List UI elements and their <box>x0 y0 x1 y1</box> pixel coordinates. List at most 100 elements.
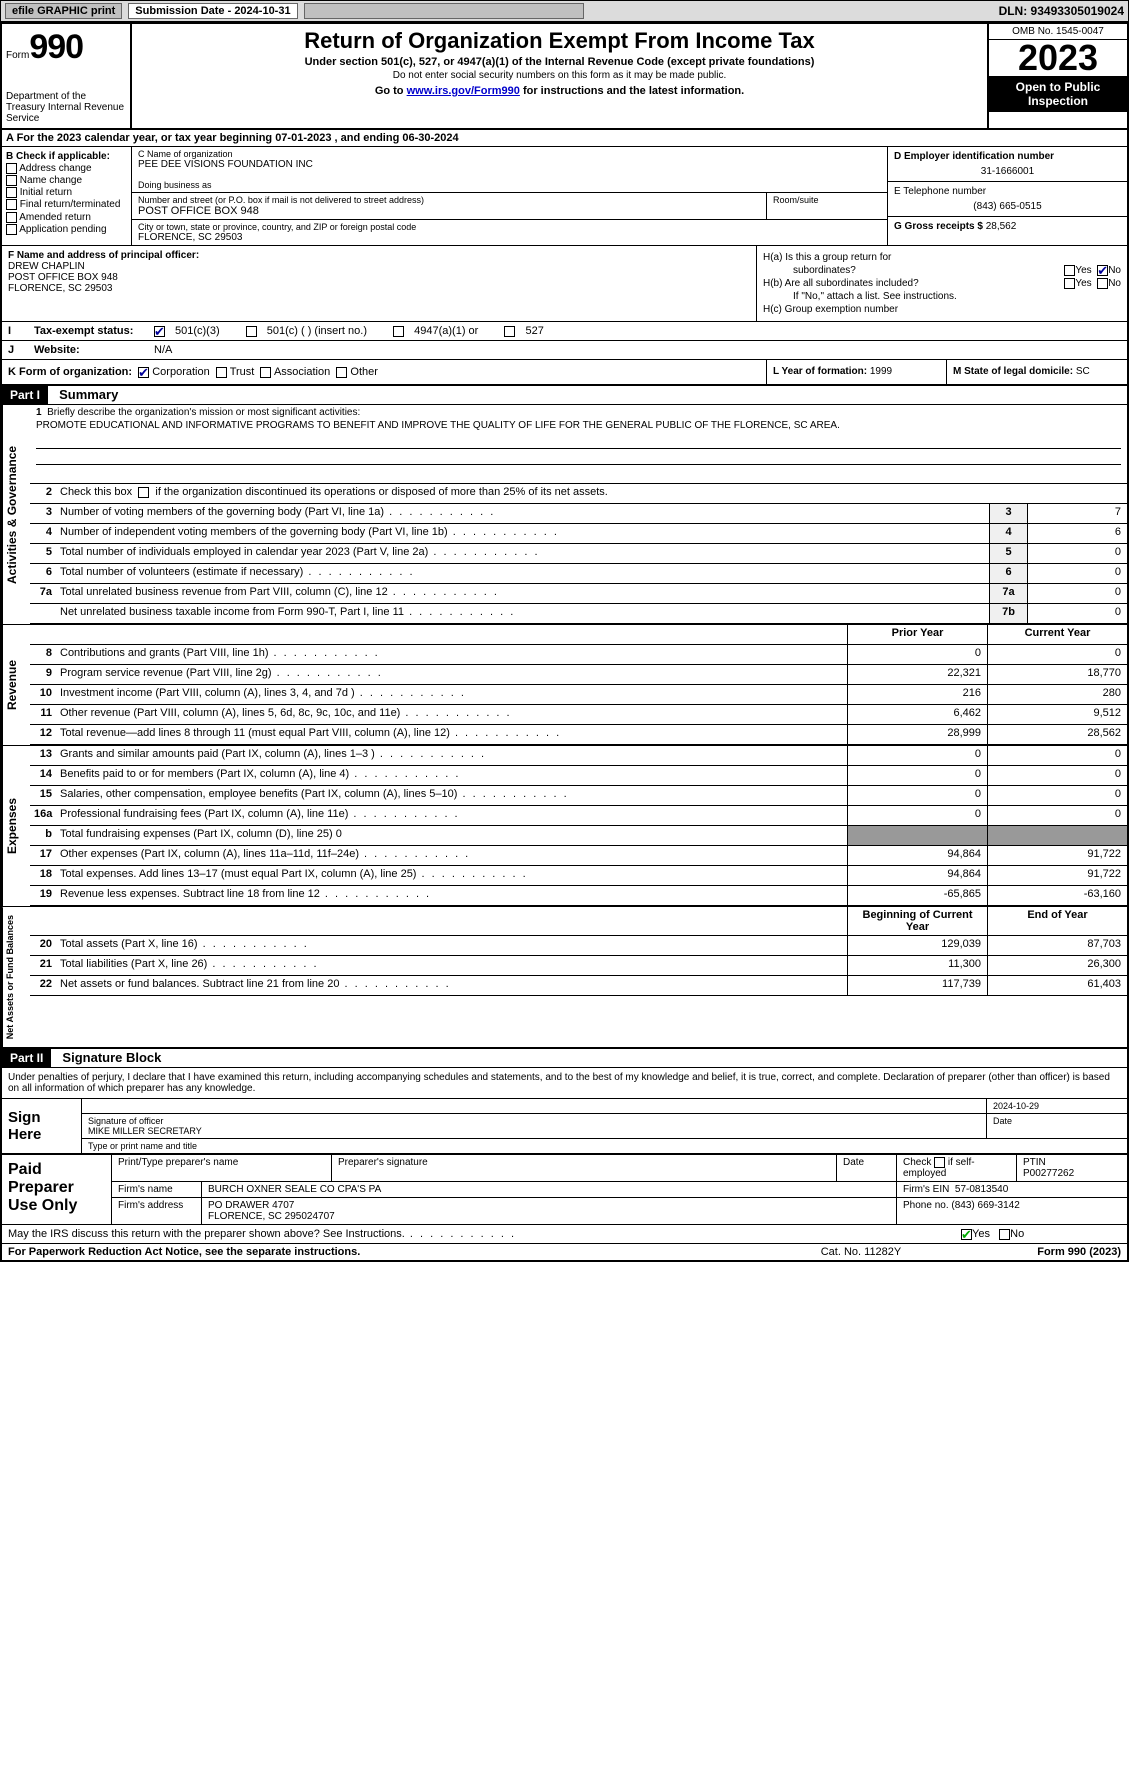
chk-501c[interactable] <box>246 326 257 337</box>
line2-text: Check this box if the organization disco… <box>60 486 608 498</box>
ha-sub: subordinates? <box>763 265 1064 276</box>
rev-header: Prior Year Current Year <box>30 625 1127 645</box>
firm-ein-label: Firm's EIN <box>903 1184 949 1195</box>
rev-line-9: 9Program service revenue (Part VIII, lin… <box>30 665 1127 685</box>
chk-discontinued[interactable] <box>138 487 149 498</box>
chk-name-change[interactable]: Name change <box>6 175 127 186</box>
section-de: D Employer identification number 31-1666… <box>887 147 1127 245</box>
goto-pre: Go to <box>375 85 407 97</box>
chk-address-change[interactable]: Address change <box>6 163 127 174</box>
rev-line-10: 10Investment income (Part VIII, column (… <box>30 685 1127 705</box>
exp-line-17: 17Other expenses (Part IX, column (A), l… <box>30 846 1127 866</box>
vtab-governance: Activities & Governance <box>2 405 30 624</box>
street-value: POST OFFICE BOX 948 <box>138 205 760 217</box>
city-cell: City or town, state or province, country… <box>132 220 887 245</box>
public-inspection: Open to Public Inspection <box>989 76 1127 112</box>
chk-4947[interactable] <box>393 326 404 337</box>
gov-line-3: 3Number of voting members of the governi… <box>30 504 1127 524</box>
chk-corp[interactable] <box>138 367 149 378</box>
mission-text: PROMOTE EDUCATIONAL AND INFORMATIVE PROG… <box>36 418 1121 433</box>
rev-line-11: 11Other revenue (Part VIII, column (A), … <box>30 705 1127 725</box>
revenue-section: Revenue Prior Year Current Year 8Contrib… <box>2 625 1127 746</box>
governance-section: Activities & Governance 1 Briefly descri… <box>2 405 1127 625</box>
irs-link[interactable]: www.irs.gov/Form990 <box>407 85 520 97</box>
row-a-tax-year: A For the 2023 calendar year, or tax yea… <box>2 130 1127 147</box>
section-m: M State of legal domicile: SC <box>947 360 1127 384</box>
sign-date: 2024-10-29 <box>987 1099 1127 1113</box>
chk-501c3[interactable] <box>154 326 165 337</box>
gov-line-7b: Net unrelated business taxable income fr… <box>30 604 1127 624</box>
rev-line-12: 12Total revenue—add lines 8 through 11 (… <box>30 725 1127 745</box>
type-name-label: Type or print name and title <box>82 1139 1127 1153</box>
row-i: I Tax-exempt status: 501(c)(3) 501(c) ( … <box>2 322 1127 341</box>
room-label: Room/suite <box>773 195 881 205</box>
exp-line-14: 14Benefits paid to or for members (Part … <box>30 766 1127 786</box>
expenses-section: Expenses 13Grants and similar amounts pa… <box>2 746 1127 907</box>
ha-no[interactable] <box>1097 265 1108 276</box>
hb-note: If "No," attach a list. See instructions… <box>763 291 1121 302</box>
subtitle-1: Under section 501(c), 527, or 4947(a)(1)… <box>140 56 979 68</box>
exp-line-13: 13Grants and similar amounts paid (Part … <box>30 746 1127 766</box>
chk-527[interactable] <box>504 326 515 337</box>
chk-app-pending[interactable]: Application pending <box>6 224 127 235</box>
ein-cell: D Employer identification number 31-1666… <box>888 147 1127 182</box>
footer-left: For Paperwork Reduction Act Notice, see … <box>8 1246 761 1258</box>
part2-title: Signature Block <box>54 1048 169 1067</box>
firm-addr2: FLORENCE, SC 295024707 <box>208 1211 335 1222</box>
firm-name: BURCH OXNER SEALE CO CPA'S PA <box>202 1182 897 1197</box>
vtab-net-assets: Net Assets or Fund Balances <box>2 907 30 1047</box>
blank-field <box>304 3 584 19</box>
hb-no[interactable] <box>1097 278 1108 289</box>
ha-yes[interactable] <box>1064 265 1075 276</box>
exp-line-16a: 16aProfessional fundraising fees (Part I… <box>30 806 1127 826</box>
hb-yes[interactable] <box>1064 278 1075 289</box>
chk-self-employed[interactable] <box>934 1157 945 1168</box>
chk-other[interactable] <box>336 367 347 378</box>
page-footer: For Paperwork Reduction Act Notice, see … <box>2 1244 1127 1260</box>
ein-label: D Employer identification number <box>894 151 1121 162</box>
officer-name-title: MIKE MILLER SECRETARY <box>88 1126 202 1136</box>
mission-block: 1 Briefly describe the organization's mi… <box>30 405 1127 484</box>
gross-label: G Gross receipts $ <box>894 221 983 232</box>
section-h: H(a) Is this a group return for subordin… <box>757 246 1127 321</box>
vtab-revenue: Revenue <box>2 625 30 745</box>
topbar: efile GRAPHIC print Submission Date - 20… <box>0 0 1129 22</box>
chk-final-return[interactable]: Final return/terminated <box>6 199 127 210</box>
chk-assoc[interactable] <box>260 367 271 378</box>
part1-title: Summary <box>51 385 126 404</box>
net-assets-section: Net Assets or Fund Balances Beginning of… <box>2 907 1127 1049</box>
form-word: Form <box>6 50 29 61</box>
form-number: 990 <box>29 28 83 66</box>
gov-line-5: 5Total number of individuals employed in… <box>30 544 1127 564</box>
submission-date: Submission Date - 2024-10-31 <box>128 3 297 19</box>
subtitle-3: Go to www.irs.gov/Form990 for instructio… <box>140 85 979 97</box>
chk-amended[interactable]: Amended return <box>6 212 127 223</box>
exp-line-b: bTotal fundraising expenses (Part IX, co… <box>30 826 1127 846</box>
sig-officer-label: Signature of officer <box>88 1116 163 1126</box>
part2-header: Part II Signature Block <box>2 1049 1127 1068</box>
state-domicile: SC <box>1076 366 1090 377</box>
col-end-year: End of Year <box>987 907 1127 935</box>
ein-value: 31-1666001 <box>894 166 1121 177</box>
ptin-label: PTIN <box>1023 1157 1046 1168</box>
net-line-21: 21Total liabilities (Part X, line 26)11,… <box>30 956 1127 976</box>
city-value: FLORENCE, SC 29503 <box>138 232 881 243</box>
sign-here-label: Sign Here <box>2 1099 82 1153</box>
efile-button[interactable]: efile GRAPHIC print <box>5 3 122 19</box>
officer-addr1: POST OFFICE BOX 948 <box>8 272 750 283</box>
discuss-no[interactable] <box>999 1229 1010 1240</box>
section-c: C Name of organization PEE DEE VISIONS F… <box>132 147 887 245</box>
phone-cell: E Telephone number (843) 665-0515 <box>888 182 1127 217</box>
discuss-yes[interactable] <box>961 1229 972 1240</box>
prep-check-label: Check if self-employed <box>903 1157 975 1179</box>
gov-line-6: 6Total number of volunteers (estimate if… <box>30 564 1127 584</box>
chk-trust[interactable] <box>216 367 227 378</box>
dept-label: Department of the Treasury Internal Reve… <box>6 91 126 124</box>
dln-label: DLN: 93493305019024 <box>999 4 1124 18</box>
col-prior-year: Prior Year <box>847 625 987 644</box>
paid-preparer-label: Paid Preparer Use Only <box>2 1155 112 1224</box>
rev-line-8: 8Contributions and grants (Part VIII, li… <box>30 645 1127 665</box>
row-klm: K Form of organization: Corporation Trus… <box>2 360 1127 386</box>
chk-initial-return[interactable]: Initial return <box>6 187 127 198</box>
col-current-year: Current Year <box>987 625 1127 644</box>
